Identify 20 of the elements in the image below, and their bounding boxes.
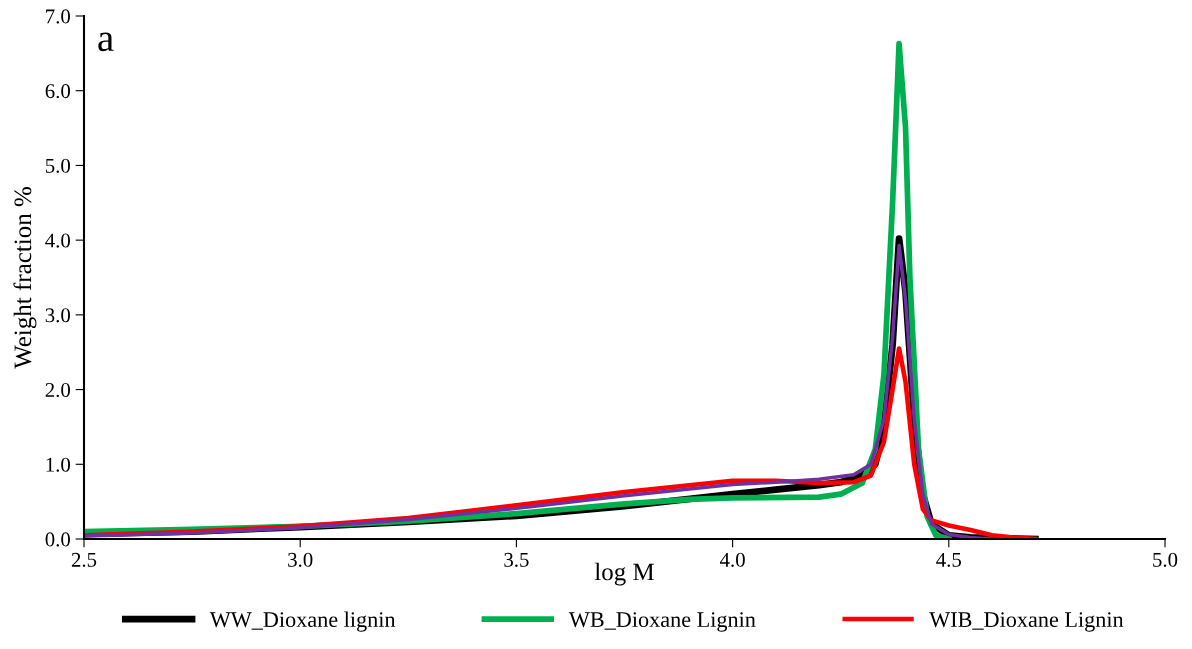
x-tick-label: 3.5	[504, 552, 529, 567]
x-tick-label: 3.0	[288, 552, 313, 567]
y-tick-label: 3.0	[45, 308, 71, 323]
y-tick-label: 1.0	[46, 457, 71, 472]
y-tick-label: 2.0	[45, 382, 71, 398]
x-tick-label: 2.5	[71, 552, 97, 567]
legend-label: WW_Dioxane lignin	[209, 611, 396, 632]
legend-label: WB_Dioxane Lignin	[568, 612, 756, 632]
y-axis-title: Weight fraction %	[13, 187, 37, 369]
y-tick-label: 5.0	[45, 158, 71, 173]
y-tick-label: 6.0	[45, 84, 71, 99]
x-tick-label: 4.0	[719, 552, 745, 567]
annotation: a	[98, 32, 114, 52]
y-tick-label: 0.0	[45, 532, 71, 547]
x-tick-label: 4.5	[936, 552, 962, 567]
y-tick-label: 4.0	[45, 233, 71, 248]
x-axis-title: log M	[594, 562, 654, 586]
y-tick-label: 7.0	[46, 9, 71, 24]
x-tick-label: 5.0	[1153, 552, 1178, 567]
legend-label: WIB_Dioxane Lignin	[929, 612, 1124, 632]
